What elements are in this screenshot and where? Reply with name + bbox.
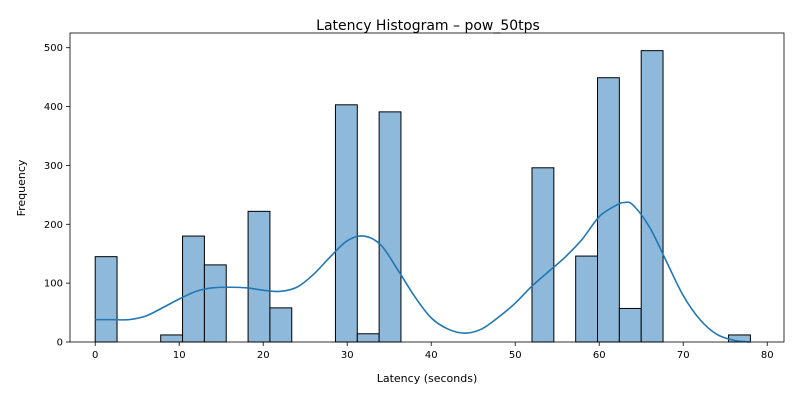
histogram-bar bbox=[378, 111, 402, 343]
histogram-bar bbox=[334, 104, 358, 343]
x-tick-label: 60 bbox=[593, 350, 606, 361]
x-tick-label: 0 bbox=[92, 350, 98, 361]
histogram-bar bbox=[640, 50, 664, 343]
x-tick-label: 20 bbox=[257, 350, 270, 361]
y-tick-label: 100 bbox=[44, 279, 63, 290]
x-tick-label: 10 bbox=[173, 350, 186, 361]
chart-title: Latency Histogram – pow_50tps bbox=[316, 18, 540, 34]
x-tick-label: 30 bbox=[341, 350, 354, 361]
x-tick-label: 80 bbox=[761, 350, 774, 361]
y-tick-label: 400 bbox=[44, 102, 63, 113]
x-axis-label: Latency (seconds) bbox=[377, 372, 478, 385]
histogram-bar bbox=[94, 256, 118, 343]
y-tick-label: 500 bbox=[44, 43, 63, 54]
histogram-bar bbox=[618, 307, 642, 343]
x-tick-label: 50 bbox=[509, 350, 522, 361]
y-axis-label: Frequency bbox=[15, 159, 28, 216]
kde-layer bbox=[95, 201, 751, 343]
y-tick-label: 200 bbox=[44, 220, 63, 231]
histogram-bar bbox=[203, 264, 227, 343]
histogram-bar bbox=[247, 210, 271, 343]
y-tick-label: 0 bbox=[57, 338, 63, 349]
histogram-bar bbox=[356, 333, 380, 343]
histogram-bar bbox=[182, 235, 205, 343]
histogram-bar bbox=[531, 167, 555, 343]
x-tick-label: 70 bbox=[677, 350, 690, 361]
x-axis: 0 10 20 30 40 50 60 70 80 bbox=[92, 342, 774, 361]
y-tick-label: 300 bbox=[44, 161, 63, 172]
kde-curve bbox=[95, 201, 751, 343]
y-axis: 0 100 200 300 400 500 bbox=[44, 43, 70, 349]
bars-layer bbox=[94, 50, 751, 343]
histogram-bar bbox=[575, 255, 599, 343]
x-tick-label: 40 bbox=[425, 350, 438, 361]
plot-frame bbox=[69, 32, 785, 343]
histogram-bar bbox=[160, 334, 184, 343]
histogram-bar bbox=[269, 307, 293, 343]
